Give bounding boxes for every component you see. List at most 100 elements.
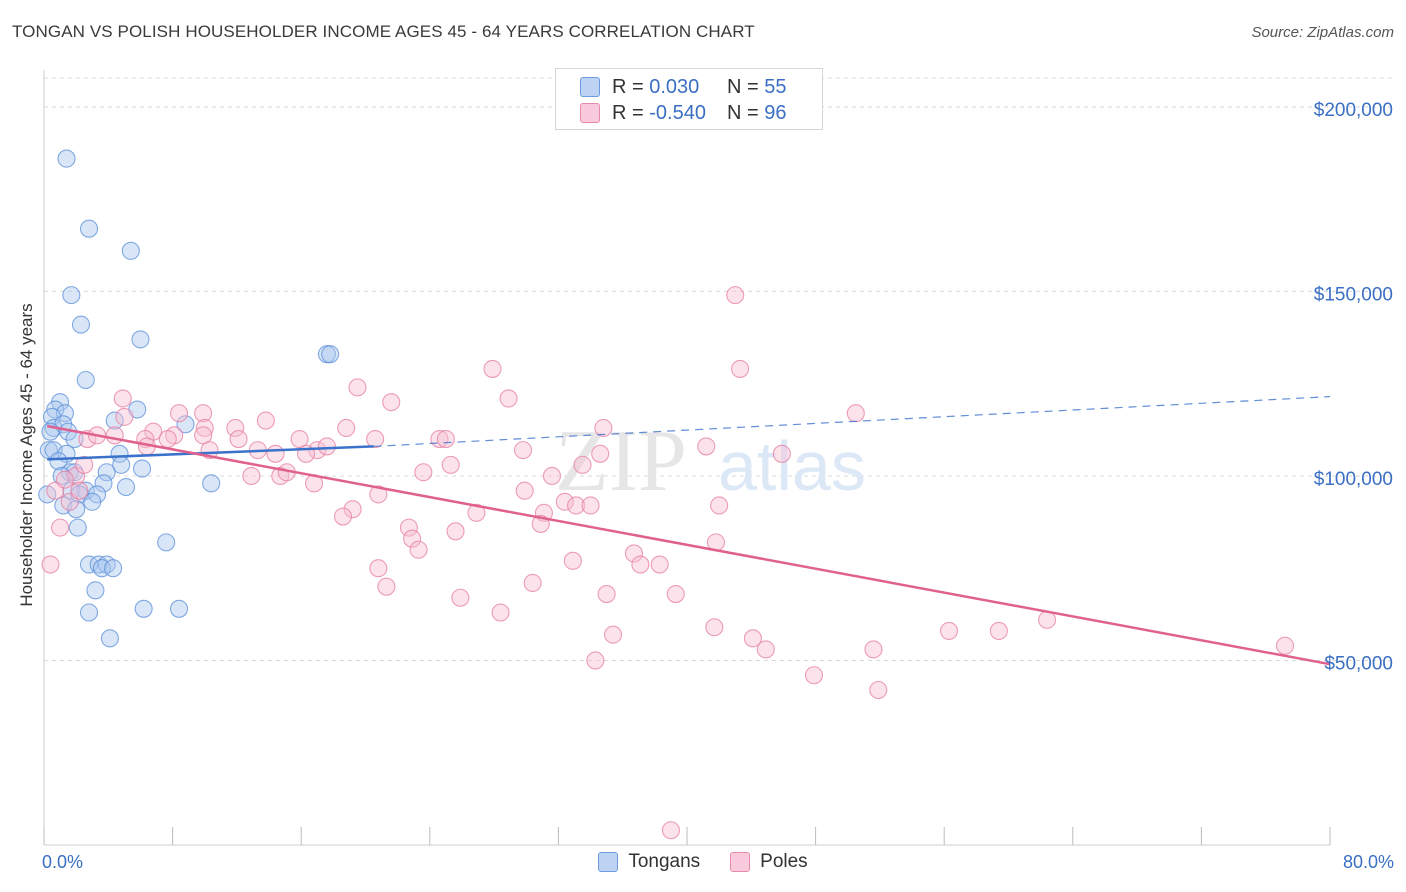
- chart-title: TONGAN VS POLISH HOUSEHOLDER INCOME AGES…: [12, 22, 755, 41]
- legend-r-poles: R = -0.540: [612, 102, 727, 125]
- legend-n-tongans: N = 55: [727, 76, 787, 99]
- poles-point: [604, 625, 623, 644]
- legend-r-value: 0.030: [649, 75, 700, 98]
- poles-point: [846, 404, 865, 423]
- legend-swatch-tongans: [598, 852, 619, 872]
- poles-point: [41, 555, 60, 574]
- tongans-point: [116, 477, 136, 497]
- legend-r-label: R =: [612, 75, 644, 98]
- poles-point: [70, 481, 89, 500]
- watermark: ZIP atlas: [555, 413, 866, 510]
- poles-point: [499, 389, 518, 408]
- tongans-point: [134, 599, 153, 618]
- poles-point: [242, 466, 261, 486]
- poles-point: [597, 584, 616, 604]
- tongans-point: [97, 463, 116, 482]
- tongans-point: [157, 533, 176, 552]
- poles-point: [666, 584, 685, 604]
- legend-swatch-tongans: [580, 77, 600, 97]
- tongans-point: [79, 603, 99, 622]
- poles-point: [414, 463, 433, 482]
- tongans-point: [57, 149, 76, 168]
- legend-n-value: 55: [764, 75, 787, 98]
- poles-point: [436, 429, 455, 449]
- legend-row-tongans: R = 0.030 N = 55: [580, 74, 787, 100]
- poles-point: [194, 404, 213, 423]
- poles-point: [523, 573, 542, 593]
- poles-point: [317, 437, 336, 456]
- x-tick-label-max: 80.0%: [1342, 852, 1394, 872]
- poles-point: [542, 466, 562, 486]
- y-axis-label: Householder Income Ages 45 - 64 years: [17, 303, 36, 607]
- legend-r-value: -0.540: [649, 101, 706, 124]
- y-tick-label: $200,000: [1314, 100, 1393, 121]
- poles-trend-line: [46, 424, 1331, 666]
- poles-point: [256, 411, 275, 430]
- tongans-trend-line: [47, 445, 374, 461]
- legend-n-value: 96: [764, 101, 787, 124]
- poles-point: [697, 437, 716, 456]
- x-tick-label-min: 0.0%: [42, 852, 84, 872]
- legend-r-label: R =: [612, 101, 644, 124]
- poles-point: [366, 429, 385, 449]
- poles-point: [369, 559, 388, 578]
- legend-n-label: N =: [727, 75, 759, 98]
- poles-point: [772, 444, 791, 463]
- poles-point: [229, 429, 248, 449]
- poles-point: [467, 503, 486, 522]
- tongans-point: [79, 219, 99, 238]
- tongans-point: [62, 286, 81, 305]
- tongans-point: [67, 500, 86, 519]
- tongans-point: [121, 241, 140, 260]
- poles-point: [451, 588, 470, 607]
- legend-n-poles: N = 96: [727, 102, 787, 125]
- poles-point: [705, 618, 724, 637]
- poles-point: [591, 444, 610, 463]
- poles-point: [337, 418, 356, 438]
- poles-point: [624, 544, 644, 563]
- watermark-zip: ZIP: [555, 413, 687, 510]
- source-credit: Source: ZipAtlas.com: [1251, 24, 1394, 41]
- legend-row-poles: R = -0.540 N = 96: [580, 100, 787, 126]
- poles-point: [726, 286, 745, 305]
- poles-point: [864, 640, 883, 659]
- legend-swatch-poles: [580, 103, 600, 123]
- series-legend: Tongans Poles: [0, 851, 1406, 873]
- legend-item-poles[interactable]: Poles: [730, 851, 808, 873]
- poles-point: [594, 418, 613, 438]
- poles-point: [226, 418, 245, 438]
- tongans-point: [321, 345, 340, 364]
- poles-point: [343, 500, 362, 519]
- poles-point: [158, 429, 177, 449]
- series-tongans-points: [38, 149, 340, 648]
- legend-n-label: N =: [727, 101, 759, 124]
- poles-point: [105, 426, 124, 445]
- poles-point: [333, 507, 353, 526]
- legend-label-tongans: Tongans: [628, 851, 701, 872]
- poles-point: [586, 651, 605, 670]
- poles-point: [989, 621, 1008, 641]
- poles-point: [409, 540, 428, 559]
- y-tick-label: $50,000: [1324, 653, 1393, 674]
- y-tick-labels: $50,000 $100,000 $150,000 $200,000: [1314, 100, 1393, 675]
- poles-point: [756, 640, 775, 659]
- poles-point: [369, 485, 388, 504]
- watermark-atlas: atlas: [718, 427, 866, 505]
- poles-point: [573, 455, 592, 474]
- poles-point: [55, 470, 74, 489]
- legend-swatch-poles: [730, 852, 751, 872]
- poles-point: [266, 444, 285, 463]
- tongans-point: [71, 315, 91, 334]
- poles-point: [631, 555, 650, 574]
- tongans-point: [105, 411, 124, 430]
- poles-point: [581, 496, 600, 515]
- tongans-point: [133, 459, 152, 478]
- legend-item-tongans[interactable]: Tongans: [598, 851, 700, 873]
- poles-point: [382, 393, 401, 412]
- y-tick-label: $150,000: [1314, 284, 1393, 305]
- poles-point: [567, 496, 586, 515]
- poles-point: [441, 455, 460, 474]
- tongans-point: [86, 581, 105, 600]
- poles-point: [483, 359, 502, 378]
